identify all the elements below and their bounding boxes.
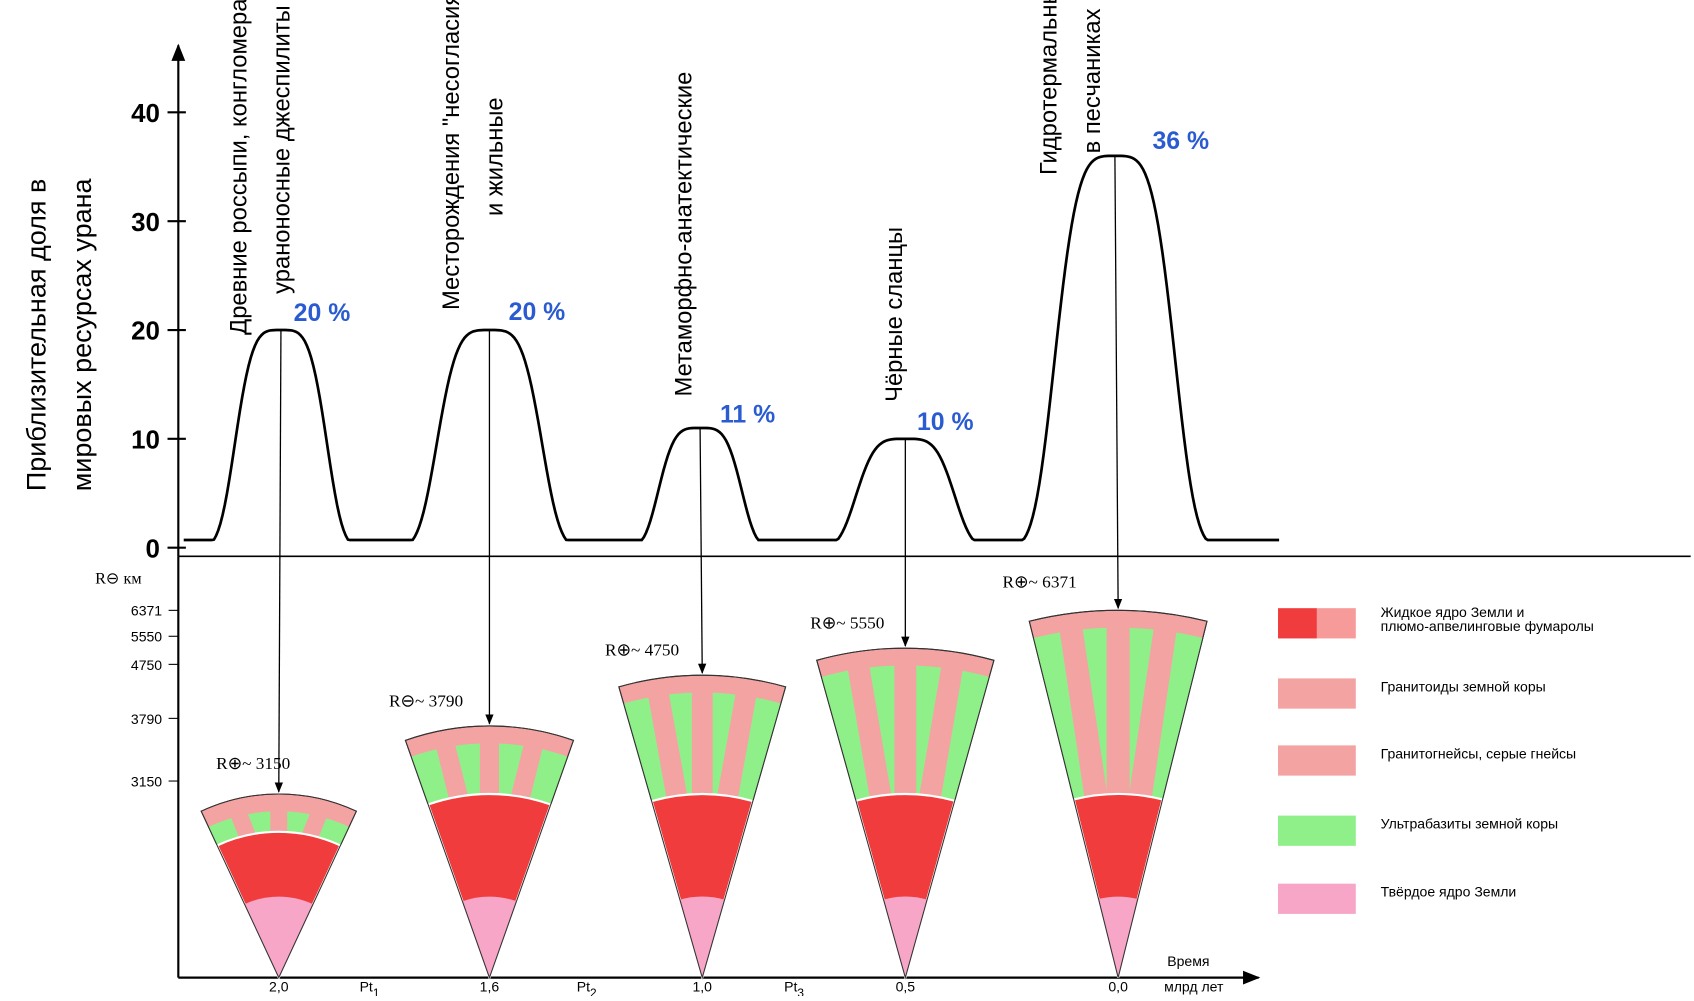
y-tick-label: 0 — [146, 535, 160, 563]
y-axis-title: Приблизительная доля в — [21, 179, 51, 492]
earth-wedge — [1029, 610, 1207, 977]
radius-axis-title: R⊖ км — [95, 569, 142, 587]
radius-label: R⊕~ 3150 — [216, 754, 290, 773]
radius-label: R⊖~ 3790 — [389, 691, 463, 710]
connector — [1115, 156, 1118, 608]
deposit-label: Чёрные сланцы — [881, 227, 908, 402]
legend-label: Гранитоиды земной коры — [1381, 678, 1546, 694]
content: Приблизительная доля в мировых ресурсах у… — [21, 0, 1593, 996]
legend-label: Ультрабазиты земной коры — [1381, 816, 1558, 832]
radius-tick-label: 5550 — [131, 629, 162, 645]
era-label: Pt3 — [784, 979, 804, 996]
era-sub: 3 — [797, 986, 804, 996]
deposit-label: Гидротермальные — [1036, 0, 1063, 175]
connector — [279, 330, 281, 792]
time-label: 0,0 — [1108, 979, 1128, 995]
deposit-label: Древние россыпи, конгломераты, — [225, 0, 252, 335]
time-label: 1,0 — [692, 979, 712, 995]
percent-label: 20 % — [294, 300, 351, 327]
earth-wedge — [817, 648, 994, 977]
radius-tick-label: 3790 — [131, 711, 162, 727]
plume — [445, 745, 458, 796]
percent-label: 11 % — [720, 401, 775, 428]
plume — [239, 814, 247, 835]
diagram: Приблизительная доля в мировых ресурсах у… — [0, 0, 1694, 996]
deposit-label: Метаморфно-анатектические — [670, 72, 697, 397]
solid-core — [1099, 897, 1138, 978]
y-tick-label: 40 — [131, 100, 160, 128]
legend-swatch — [1278, 678, 1356, 708]
percent-label: 10 % — [917, 409, 974, 436]
radius-tick-label: 6371 — [131, 603, 162, 619]
radius-label: R⊕~ 6371 — [1003, 573, 1077, 592]
earth-wedge — [619, 675, 786, 977]
legend-label: Гранитогнейсы, серые гнейсы — [1381, 745, 1577, 761]
era-sub: 2 — [590, 986, 597, 996]
radius-tick-label: 4750 — [131, 657, 162, 673]
solid-core — [462, 897, 516, 978]
y-tick-label: 10 — [131, 427, 160, 455]
plume — [310, 814, 318, 835]
earth-wedge — [201, 794, 356, 978]
connector — [700, 428, 702, 673]
deposit-label: Месторождения "несогласия" — [438, 0, 465, 310]
plume — [521, 745, 534, 796]
solid-core — [245, 897, 313, 978]
legend-swatch — [1278, 745, 1356, 775]
era-label: Pt1 — [360, 979, 380, 996]
y-tick-label: 20 — [131, 318, 160, 346]
earth-wedge — [405, 726, 573, 978]
legend-swatch — [1278, 816, 1356, 846]
legend-label: плюмо-апвелинговые фумаролы — [1381, 618, 1594, 634]
percent-label: 20 % — [509, 299, 566, 326]
era-label: Pt2 — [577, 979, 597, 996]
deposit-label: в песчаниках — [1079, 8, 1106, 153]
era-text: Pt — [784, 979, 797, 995]
era-text: Pt — [360, 979, 373, 995]
y-tick-label: 30 — [131, 209, 160, 237]
solid-core — [680, 897, 725, 978]
legend-swatch — [1317, 608, 1356, 638]
legend-swatch — [1278, 884, 1356, 914]
time-label: 2,0 — [269, 979, 289, 995]
percent-label: 36 % — [1153, 128, 1210, 155]
time-title: Время — [1167, 953, 1209, 969]
radius-label: R⊕~ 4750 — [605, 641, 679, 660]
era-sub: 1 — [373, 986, 380, 996]
radius-tick-label: 3150 — [131, 773, 162, 789]
deposit-label: и жильные — [481, 97, 508, 216]
time-unit: млрд лет — [1164, 979, 1224, 995]
legend-label: Твёрдое ядро Земли — [1381, 884, 1517, 900]
deposit-label: ураноносные джеспилиты — [269, 5, 296, 294]
legend-swatch — [1278, 608, 1317, 638]
radius-label: R⊕~ 5550 — [810, 614, 884, 633]
time-label: 0,5 — [896, 979, 916, 995]
solid-core — [884, 897, 928, 978]
time-label: 1,6 — [480, 979, 500, 995]
era-text: Pt — [577, 979, 590, 995]
y-axis-title: мировых ресурсах урана — [67, 177, 97, 491]
